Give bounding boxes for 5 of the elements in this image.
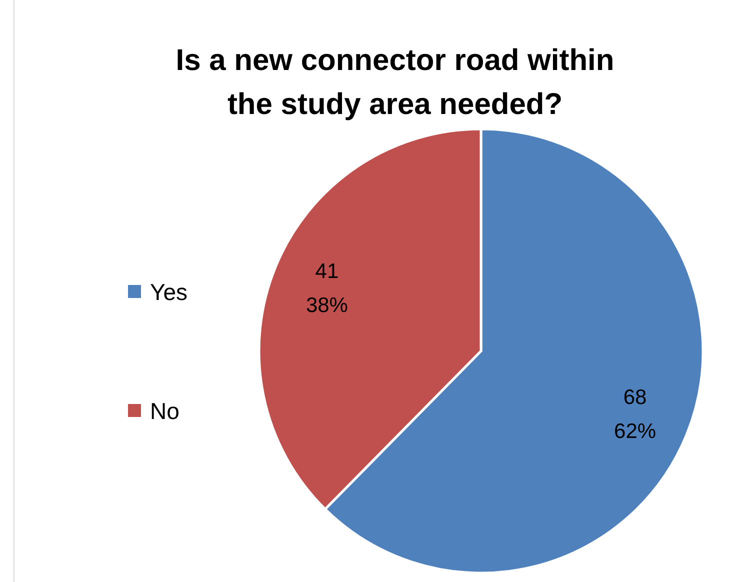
legend-label: Yes [150,279,188,305]
legend-label: No [150,398,180,424]
data-label: 68 62% [614,386,656,444]
data-label: 41 38% [306,260,348,317]
chart-title: Is a new connector road within the study area needed? [176,44,614,121]
